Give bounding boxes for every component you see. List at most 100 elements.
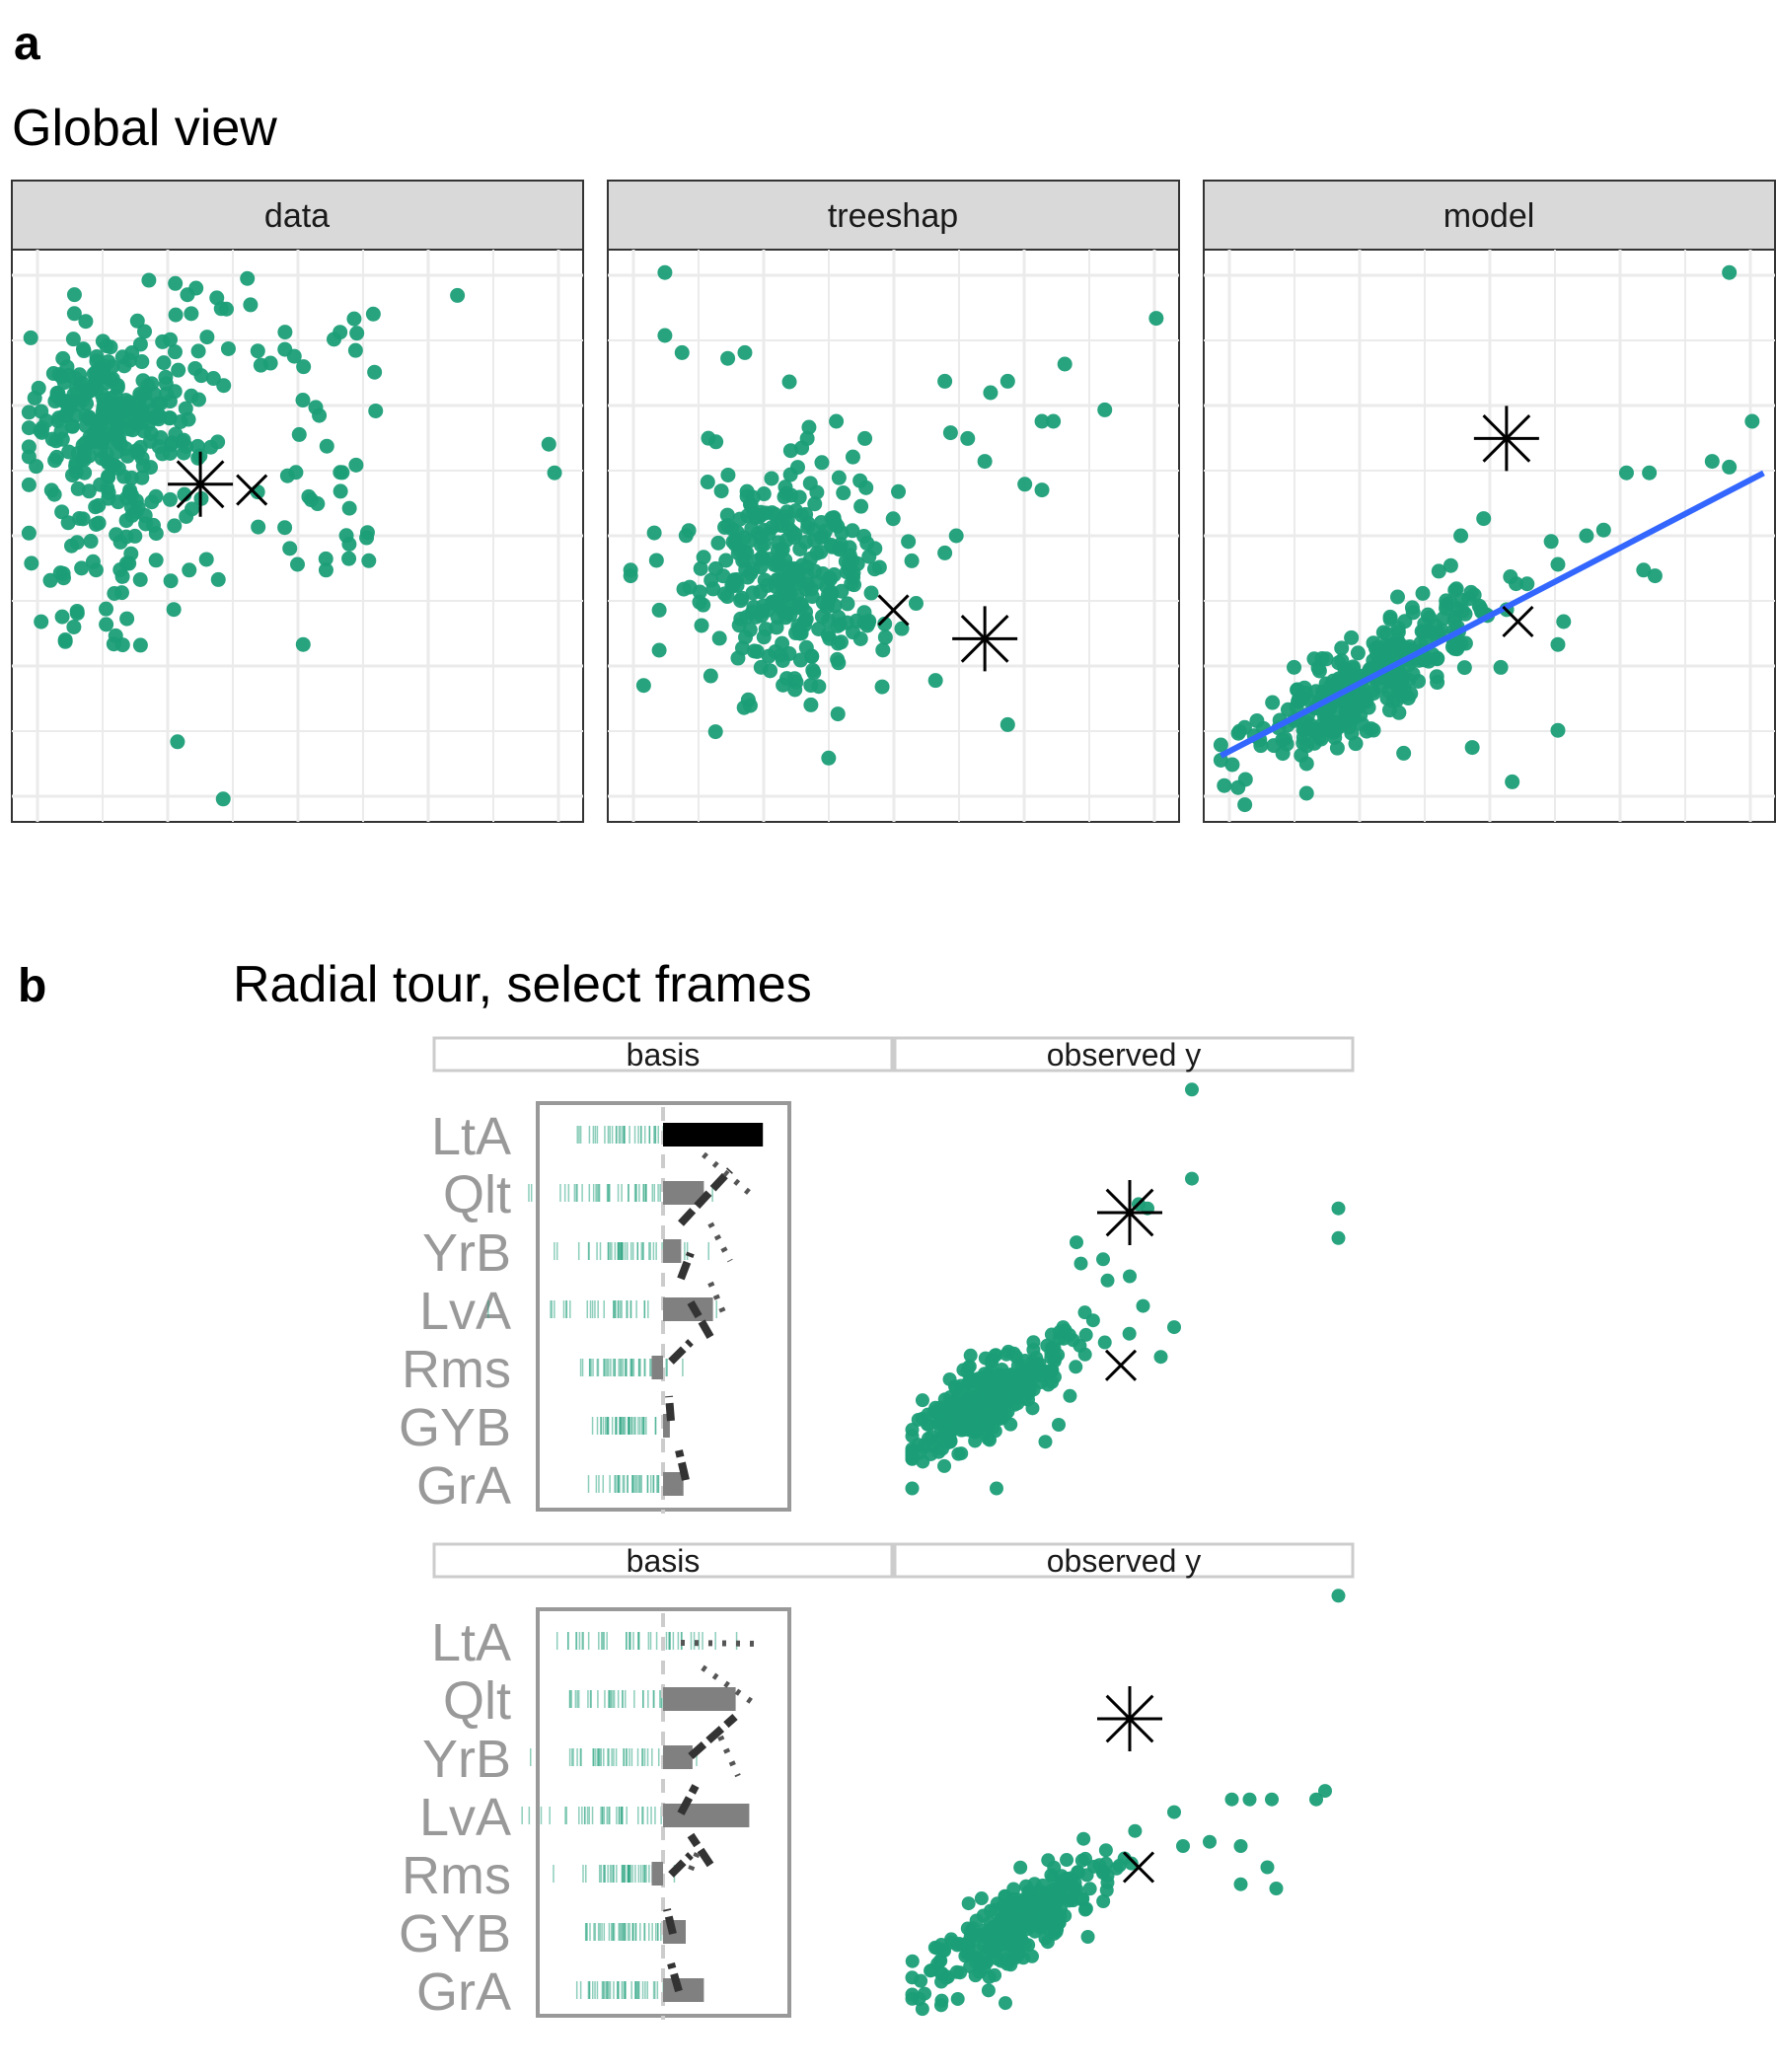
data-point — [1070, 1235, 1083, 1250]
data-point — [45, 366, 61, 382]
data-point — [334, 465, 350, 481]
data-point — [908, 596, 924, 612]
variable-label-LtA: LtA — [431, 1107, 511, 1166]
data-point — [856, 529, 872, 545]
data-point — [836, 485, 851, 501]
data-point — [1136, 1298, 1150, 1313]
data-point — [983, 385, 999, 401]
data-point — [95, 434, 111, 450]
variable-label-GYB: GYB — [399, 1398, 511, 1457]
data-point — [1331, 1201, 1346, 1216]
data-point — [807, 496, 823, 512]
data-point — [1390, 621, 1406, 636]
data-point — [1026, 1335, 1041, 1350]
data-point — [1456, 660, 1472, 676]
data-point — [124, 507, 140, 523]
data-point — [1038, 1435, 1053, 1449]
variable-label-Qlt: Qlt — [443, 1671, 511, 1731]
data-point — [220, 340, 236, 356]
data-point — [1128, 1823, 1143, 1838]
points-panel-a — [21, 264, 1765, 813]
data-point — [676, 581, 692, 597]
data-point — [182, 562, 197, 578]
asterisk-stroke — [1105, 1188, 1154, 1237]
data-point — [1378, 642, 1394, 658]
frame2-strip-basis: basis — [627, 1543, 701, 1579]
data-point — [905, 1481, 920, 1496]
panel-a-tag: a — [14, 18, 40, 70]
data-point — [1057, 356, 1073, 372]
data-point — [24, 555, 39, 571]
data-point — [134, 403, 150, 418]
data-point — [949, 1964, 964, 1979]
data-point — [1009, 1909, 1024, 1924]
data-point — [961, 1947, 976, 1961]
axis-segment — [668, 1852, 694, 1878]
data-point — [99, 617, 114, 632]
data-point — [657, 328, 673, 343]
data-point — [982, 1969, 997, 1984]
data-point — [250, 343, 265, 359]
data-point — [974, 1891, 989, 1906]
data-point — [277, 341, 293, 357]
data-point — [1331, 1589, 1346, 1603]
data-point — [845, 523, 860, 539]
data-point — [696, 550, 711, 565]
variable-label-LvA: LvA — [419, 1788, 511, 1847]
data-point — [1249, 713, 1265, 729]
data-point — [829, 413, 845, 429]
data-point — [960, 1921, 975, 1936]
data-point — [981, 1983, 996, 1998]
data-point — [740, 692, 756, 707]
data-point — [801, 419, 817, 435]
fit-line — [1219, 470, 1765, 759]
data-point — [95, 405, 111, 420]
data-point — [43, 482, 59, 498]
data-point — [1275, 732, 1291, 748]
axis-segment — [678, 1167, 733, 1226]
data-point — [875, 642, 891, 658]
data-point — [814, 455, 830, 471]
data-point — [1396, 745, 1412, 761]
data-point — [1006, 1882, 1021, 1896]
data-point — [646, 525, 662, 541]
data-point — [745, 585, 761, 601]
asterisk-marker — [1097, 1180, 1162, 1245]
data-point — [1097, 1335, 1112, 1350]
data-point — [1100, 1869, 1115, 1884]
data-point — [1034, 413, 1050, 429]
variable-label-Rms: Rms — [402, 1846, 511, 1905]
basis-bar-Rms — [651, 1356, 663, 1379]
axis-segment — [677, 1784, 700, 1815]
asterisk-marker — [168, 451, 234, 517]
data-point — [1020, 1892, 1035, 1907]
data-point — [1153, 1350, 1168, 1365]
data-point — [1333, 718, 1349, 734]
data-point — [905, 1954, 920, 1968]
data-point — [341, 551, 357, 566]
data-point — [1505, 774, 1520, 789]
data-point — [951, 1446, 966, 1461]
data-point — [791, 489, 807, 505]
data-point — [1351, 690, 1367, 705]
data-point — [65, 332, 81, 347]
data-point — [333, 483, 348, 499]
data-point — [91, 361, 107, 377]
data-point — [1519, 576, 1535, 592]
data-point — [1233, 1839, 1248, 1853]
data-point — [877, 629, 893, 645]
data-point — [1099, 1883, 1114, 1897]
data-point — [1331, 1230, 1346, 1245]
data-point — [1041, 1922, 1056, 1937]
data-point — [977, 1426, 992, 1441]
data-point — [166, 602, 182, 618]
data-point — [852, 473, 868, 488]
data-point — [318, 562, 333, 578]
asterisk-marker — [1473, 406, 1539, 472]
data-point — [184, 306, 199, 322]
data-point — [146, 409, 162, 425]
data-point — [990, 1896, 1004, 1911]
data-point — [90, 415, 106, 431]
facet-label-data: data — [264, 197, 330, 235]
data-point — [1415, 585, 1431, 601]
